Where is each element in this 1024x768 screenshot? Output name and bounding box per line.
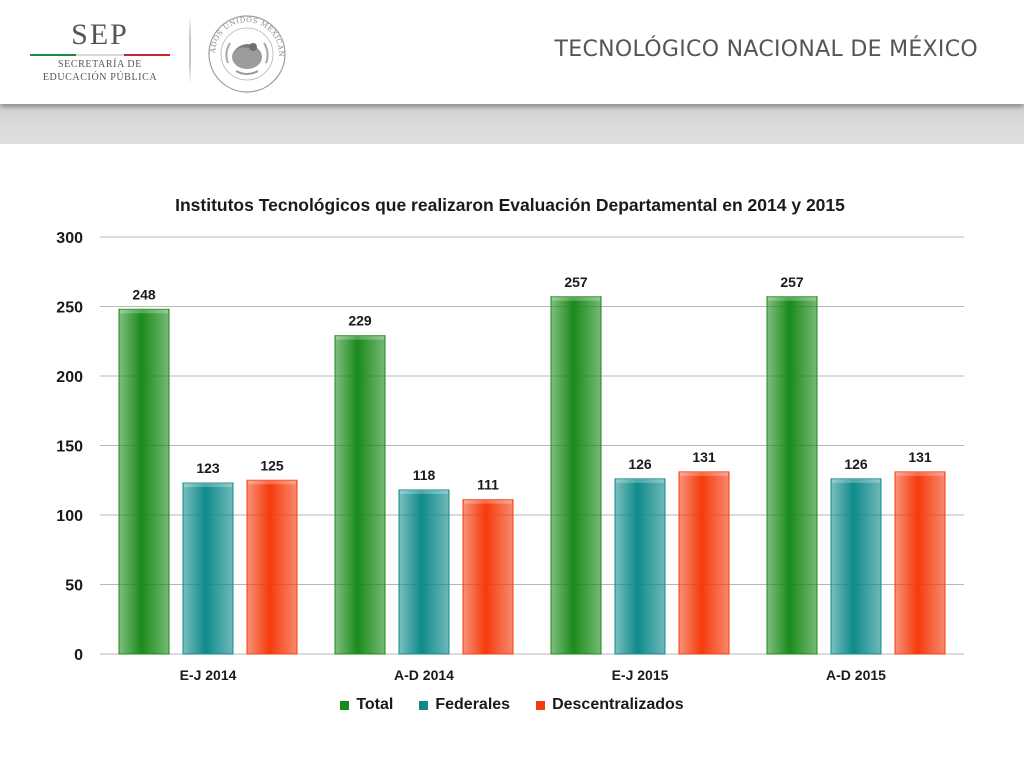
y-tick-label: 100: [56, 508, 83, 525]
sep-stripe-green: [30, 54, 76, 56]
header-divider: [189, 16, 191, 84]
data-label-descentralizados: 131: [692, 449, 716, 465]
bar-federales: [182, 482, 234, 655]
bar-highlight-total: [768, 296, 816, 301]
sep-stripe-red: [124, 54, 170, 56]
sep-stripe-white: [76, 54, 124, 56]
data-label-federales: 126: [628, 456, 652, 472]
legend-label-descentralizados: Descentralizados: [552, 696, 684, 713]
y-tick-label: 150: [56, 439, 83, 456]
bar-highlight-descentralizados: [464, 499, 512, 504]
x-tick-label: A-D 2015: [826, 667, 886, 683]
data-label-descentralizados: 131: [908, 449, 932, 465]
header-bar: SEP SECRETARÍA DE EDUCACIÓN PÚBLICA ESTA…: [0, 0, 1024, 104]
legend-swatch-descentralizados: [536, 700, 546, 710]
y-tick-label: 0: [74, 647, 83, 664]
data-label-descentralizados: 111: [477, 477, 499, 493]
bar-descentralizados: [246, 479, 298, 655]
x-tick-label: E-J 2014: [180, 667, 237, 683]
data-label-total: 257: [780, 274, 804, 290]
bar-highlight-federales: [184, 483, 232, 488]
data-label-total: 248: [132, 286, 156, 302]
sep-logo-title: SEP: [71, 18, 129, 51]
data-label-descentralizados: 125: [260, 457, 284, 473]
y-tick-label: 200: [56, 369, 83, 386]
national-seal-icon: ESTADOS UNIDOS MEXICANOS: [206, 13, 286, 93]
bar-federales: [830, 478, 882, 655]
header-band: [0, 104, 1024, 144]
x-tick-label: E-J 2015: [612, 667, 669, 683]
bar-highlight-descentralizados: [680, 471, 728, 476]
bar-total: [766, 296, 818, 655]
bar-highlight-total: [552, 296, 600, 301]
y-tick-label: 50: [65, 578, 83, 595]
sep-logo-line2: EDUCACIÓN PÚBLICA: [42, 72, 158, 83]
sep-logo-line1: SECRETARÍA DE: [58, 59, 142, 70]
legend-item-total: Total: [340, 696, 393, 714]
bar-highlight-federales: [400, 489, 448, 494]
institution-name: TECNOLÓGICO NACIONAL DE MÉXICO: [554, 37, 978, 62]
legend-swatch-federales: [419, 700, 429, 710]
data-label-total: 257: [564, 274, 588, 290]
legend-label-federales: Federales: [435, 696, 511, 713]
bar-total: [118, 308, 170, 655]
legend-swatch-total: [340, 700, 350, 710]
bar-descentralizados: [678, 471, 730, 655]
data-label-federales: 123: [196, 460, 220, 476]
data-label-federales: 118: [413, 467, 436, 483]
bar-highlight-total: [120, 309, 168, 314]
bar-highlight-federales: [832, 478, 880, 483]
bar-federales: [398, 489, 450, 655]
bar-descentralizados: [462, 499, 514, 655]
y-tick-label: 250: [56, 300, 83, 317]
legend-item-federales: Federales: [419, 696, 510, 714]
chart-title: Institutos Tecnológicos que realizaron E…: [175, 195, 845, 215]
bar-total: [334, 335, 386, 655]
bar-highlight-total: [336, 335, 384, 340]
chart-legend: Total Federales Descentralizados: [0, 696, 1024, 714]
bar-highlight-descentralizados: [896, 471, 944, 476]
x-tick-label: A-D 2014: [394, 667, 454, 683]
bar-highlight-descentralizados: [248, 480, 296, 485]
bar-federales: [614, 478, 666, 655]
legend-item-descentralizados: Descentralizados: [536, 696, 684, 714]
bar-highlight-federales: [616, 478, 664, 483]
legend-label-total: Total: [356, 696, 394, 713]
data-label-federales: 126: [844, 456, 868, 472]
data-label-total: 229: [348, 313, 372, 329]
sep-logo: SEP SECRETARÍA DE EDUCACIÓN PÚBLICA: [26, 18, 174, 88]
y-tick-label: 300: [56, 230, 83, 247]
bar-total: [550, 296, 602, 655]
bar-descentralizados: [894, 471, 946, 655]
